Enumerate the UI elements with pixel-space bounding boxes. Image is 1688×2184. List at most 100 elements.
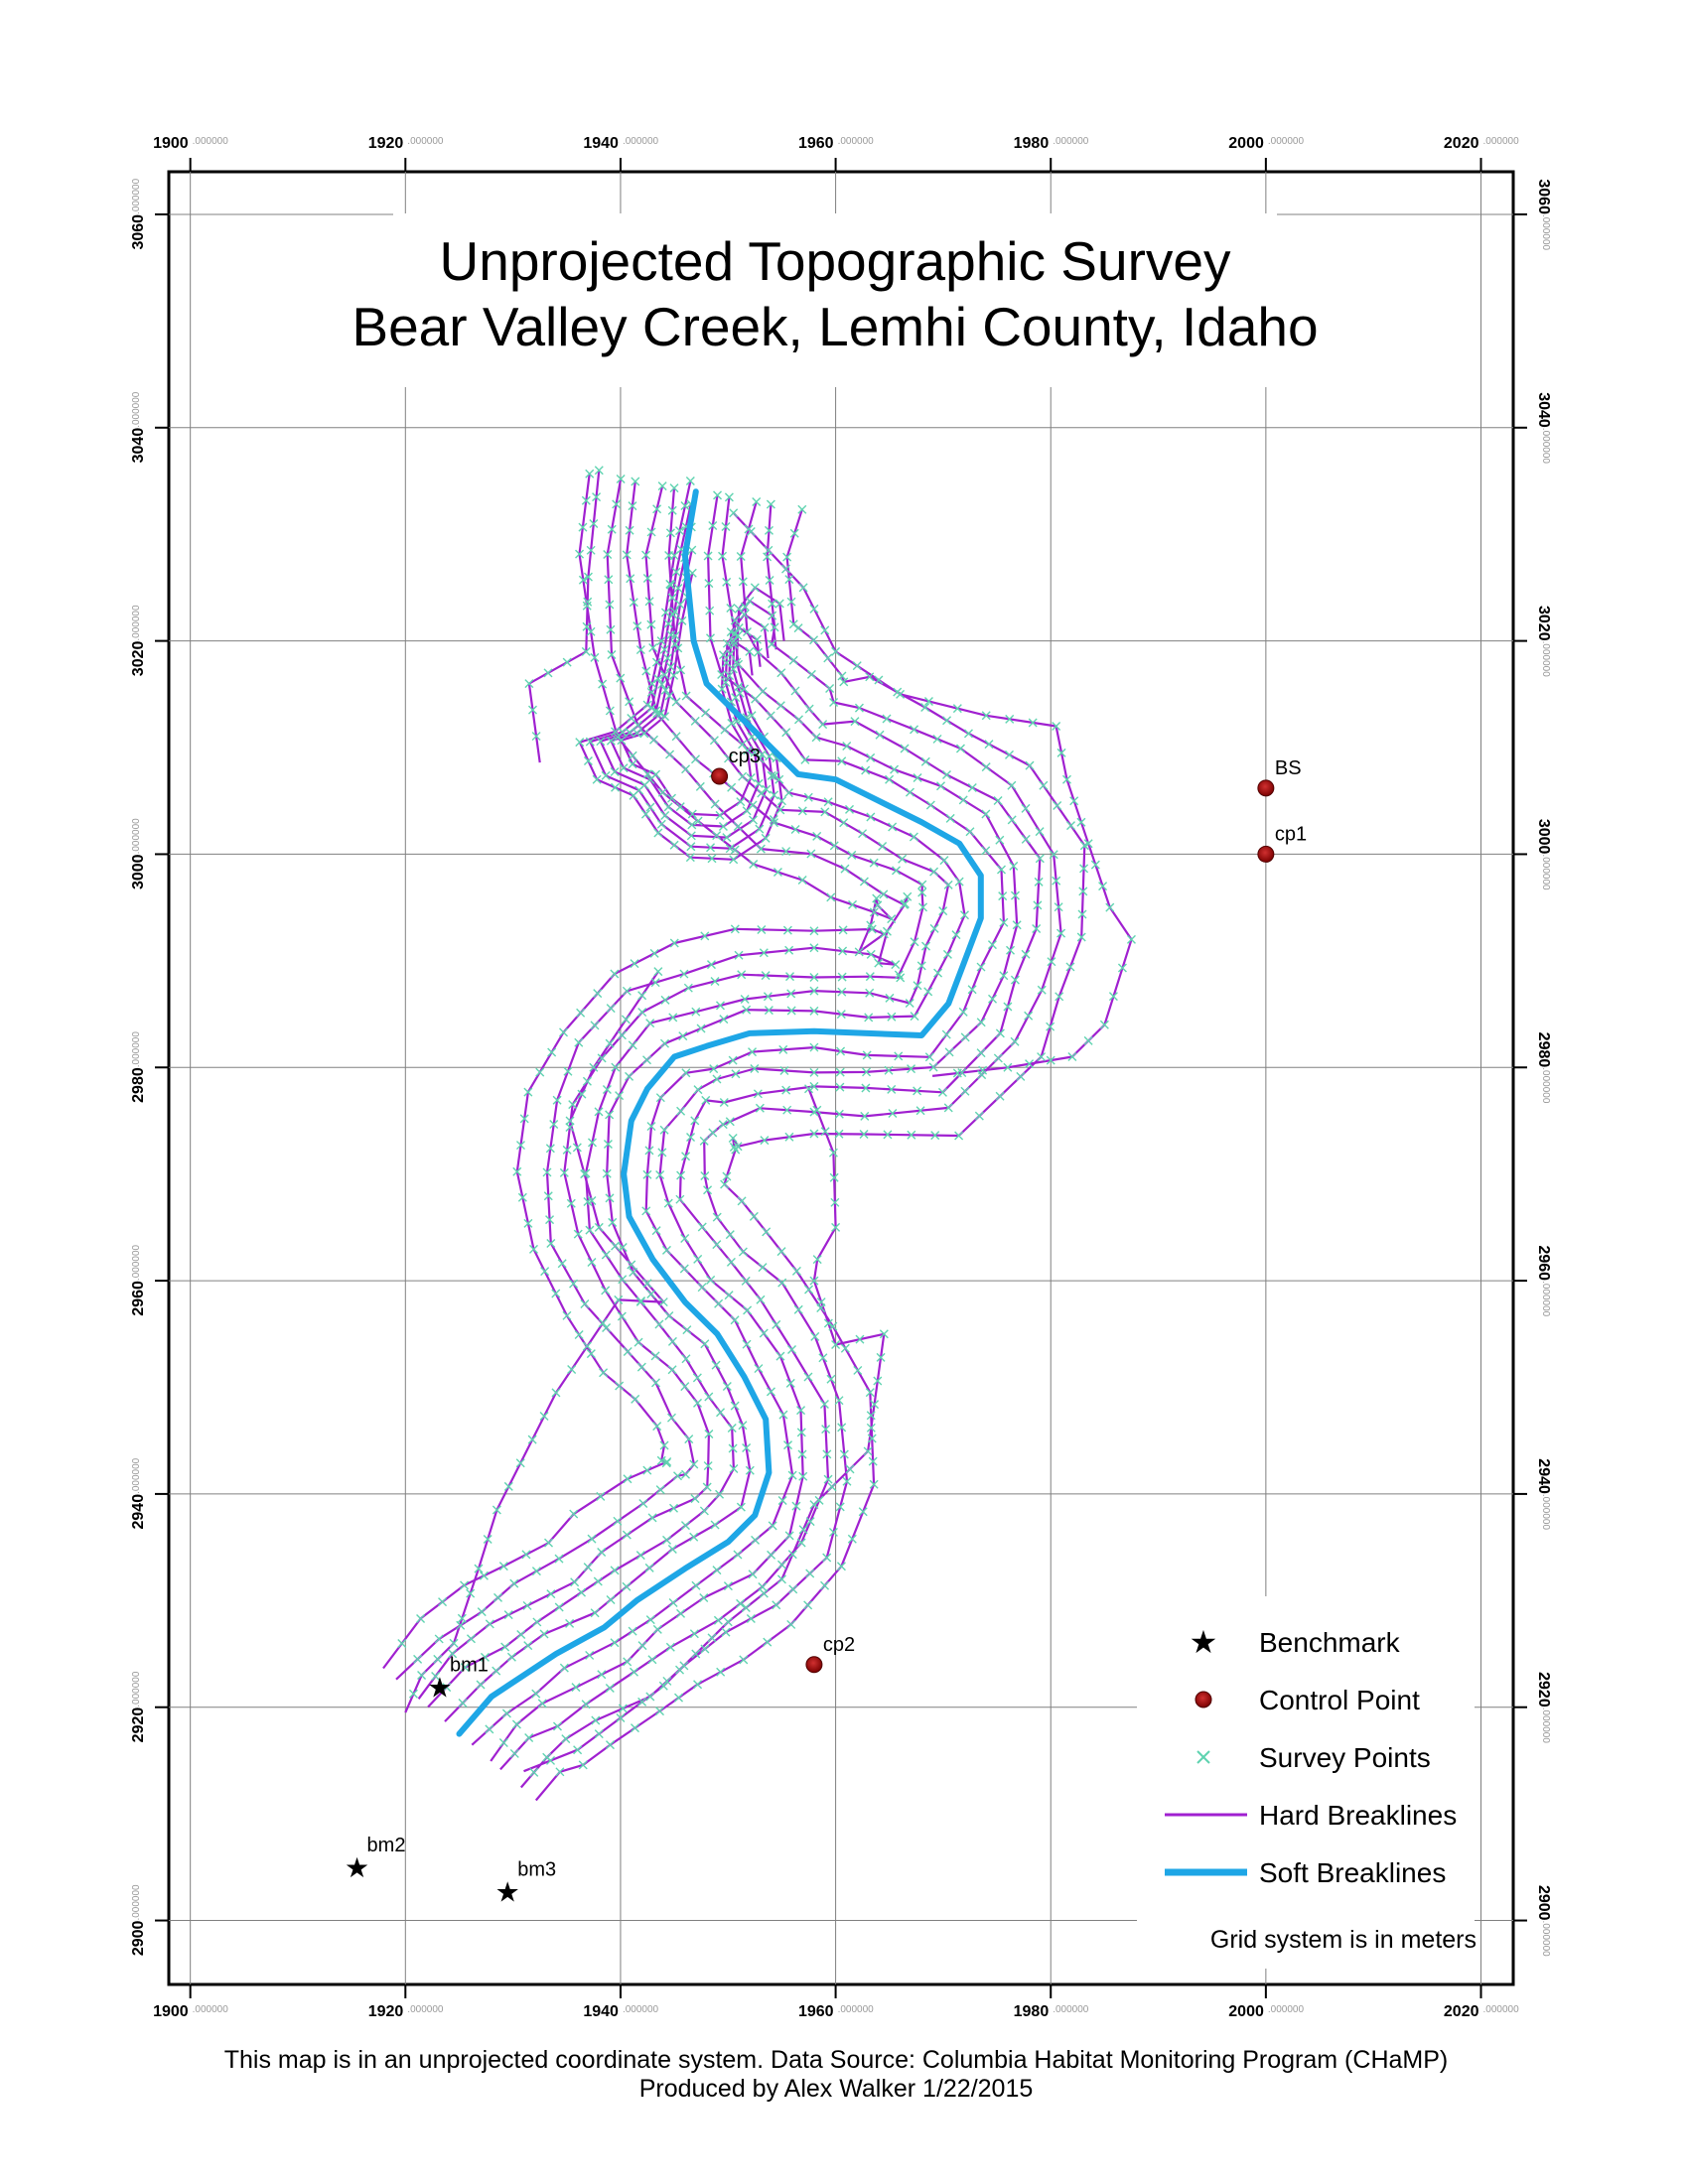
survey-point [657,1148,667,1158]
survey-point [720,1179,730,1189]
survey-point [691,1007,701,1017]
survey-point [721,1627,731,1637]
survey-point [638,1498,648,1508]
survey-point [896,973,906,983]
survey-point [760,1136,770,1146]
survey-point [905,999,914,1009]
survey-point [500,1642,510,1652]
survey-point [676,1608,686,1618]
survey-point [942,949,952,959]
survey-point [905,787,914,797]
survey-point [734,623,744,633]
survey-point [680,1521,690,1531]
survey-point [662,1676,672,1686]
survey-point [483,1535,492,1545]
survey-point [702,1482,712,1492]
survey-point [724,1291,734,1300]
survey-point [836,1010,846,1020]
survey-point [764,545,774,555]
survey-point [644,1146,654,1156]
survey-point [952,704,962,714]
survey-point [605,1740,615,1750]
survey-point [865,1388,875,1398]
survey-point [700,1339,710,1349]
survey-point [797,806,807,816]
survey-point [732,657,742,667]
x-tick-label: 2000 [1228,2003,1264,2020]
survey-point [485,1619,494,1629]
survey-point [862,1067,872,1077]
survey-point [448,1649,458,1659]
survey-point [622,550,632,560]
survey-point [775,1351,785,1361]
y-tick-label-right: 3040 [1535,392,1552,428]
benchmark-star-icon: ★ [495,1877,520,1908]
survey-point [646,1290,656,1299]
survey-point [653,967,663,977]
survey-point [728,1133,738,1143]
survey-point [805,1569,815,1578]
survey-point [715,1001,725,1011]
survey-point [709,1064,719,1074]
survey-point [665,579,675,589]
survey-point [809,943,819,953]
survey-point [825,684,835,694]
survey-point [674,1693,684,1703]
survey-point [585,469,595,478]
survey-point [511,1719,521,1729]
survey-point [669,938,679,948]
survey-point [944,1047,954,1057]
survey-point [838,946,848,956]
survey-point [707,854,717,864]
survey-point [625,728,634,738]
survey-point [625,1071,634,1081]
survey-point [800,754,810,764]
x-tick-label: 2020 [1444,135,1479,152]
survey-point [730,615,740,625]
x-tick-decimal: .000000 [193,136,229,147]
survey-point [675,1194,685,1204]
survey-point [772,1600,781,1610]
survey-point [655,1485,665,1495]
survey-point [629,1667,638,1677]
survey-point [1069,796,1079,806]
survey-point [718,1120,728,1130]
survey-point [685,476,695,485]
survey-point [669,607,679,616]
survey-point [587,1534,597,1544]
survey-point [960,1032,970,1042]
benchmark-label: bm2 [367,1835,406,1856]
survey-point [1046,1055,1055,1065]
survey-point [786,1619,796,1629]
survey-point [822,1449,832,1459]
survey-point [540,1267,550,1277]
survey-point [590,652,600,662]
survey-point [686,1133,696,1143]
survey-point [656,636,666,646]
survey-point [712,1240,722,1250]
survey-point [690,1494,700,1504]
survey-point [960,1086,970,1096]
survey-point [863,1446,873,1456]
survey-point [742,806,752,816]
control-point-marker [1257,779,1275,797]
survey-point [749,860,759,870]
benchmark-star-icon: ★ [345,1852,369,1883]
survey-point [965,827,975,837]
survey-point [828,1321,838,1331]
survey-point [656,819,666,829]
survey-point [474,1564,484,1573]
survey-point [913,772,922,782]
survey-point [606,1594,616,1604]
survey-point [1098,882,1108,891]
survey-point [869,907,879,917]
survey-point [709,736,719,746]
survey-point [834,1129,844,1139]
y-tick-decimal-right: .000000 [1540,1921,1551,1958]
survey-point [605,1038,615,1048]
survey-point [837,987,847,997]
survey-point [725,844,735,854]
survey-point [476,1680,486,1690]
survey-point [521,1550,531,1560]
